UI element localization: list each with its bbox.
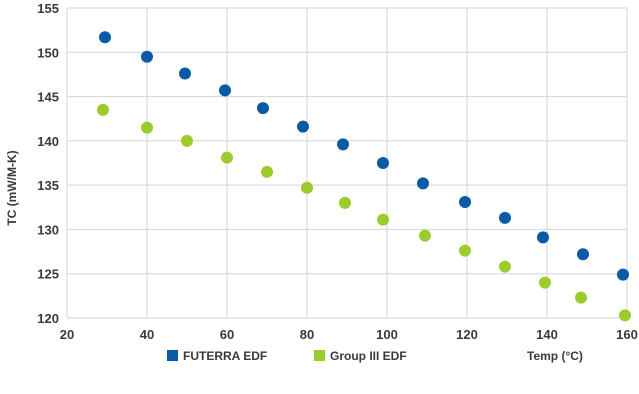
y-tick-label: 155 [37, 1, 59, 16]
y-tick-label: 120 [37, 311, 59, 326]
legend-swatch [314, 350, 325, 361]
data-point [417, 177, 429, 190]
data-point [377, 213, 389, 226]
y-tick-label: 150 [37, 45, 59, 60]
data-point [499, 211, 511, 224]
data-point [377, 157, 389, 169]
data-point [459, 244, 471, 257]
y-tick-label: 145 [37, 90, 59, 105]
data-point [141, 50, 153, 63]
x-tick-label: 80 [300, 327, 314, 342]
data-point [297, 120, 309, 133]
y-axis-title: TC (mW/M-K) [5, 150, 19, 225]
data-points [97, 31, 631, 322]
data-point [337, 138, 349, 151]
data-point [257, 102, 269, 115]
x-axis-ticks: 20 40 60 80 100 120 140 160 [60, 327, 638, 342]
data-point [419, 229, 431, 242]
legend-label: FUTERRA EDF [183, 349, 267, 363]
data-point [499, 260, 511, 273]
x-tick-label: 120 [456, 327, 478, 342]
data-point [221, 151, 233, 164]
data-point [99, 31, 111, 44]
series-2 [97, 103, 631, 322]
y-tick-label: 135 [37, 178, 59, 193]
y-tick-label: 125 [37, 267, 59, 282]
data-point [619, 309, 631, 322]
x-tick-label: 40 [140, 327, 154, 342]
data-point [459, 195, 471, 208]
x-tick-label: 160 [616, 327, 638, 342]
x-tick-label: 100 [376, 327, 398, 342]
data-point [537, 231, 549, 244]
data-point [539, 276, 551, 289]
series-1 [99, 31, 629, 281]
legend-swatch [167, 350, 178, 361]
data-point [301, 181, 313, 194]
x-tick-label: 60 [220, 327, 234, 342]
data-point [179, 67, 191, 80]
data-point [141, 121, 153, 134]
data-point [575, 291, 587, 304]
data-point [577, 248, 589, 261]
y-tick-label: 140 [37, 134, 59, 149]
legend: FUTERRA EDF Group III EDF [167, 349, 407, 363]
data-point [261, 165, 273, 178]
data-point [617, 268, 629, 281]
data-point [181, 134, 193, 147]
y-axis-ticks: 120 125 130 135 140 145 150 155 [37, 1, 59, 326]
legend-label: Group III EDF [330, 349, 407, 363]
data-point [219, 84, 231, 97]
y-tick-label: 130 [37, 222, 59, 237]
x-axis-title: Temp (°C) [527, 349, 583, 363]
data-point [339, 196, 351, 209]
data-point [97, 103, 109, 116]
x-tick-label: 20 [60, 327, 74, 342]
x-tick-label: 140 [536, 327, 558, 342]
